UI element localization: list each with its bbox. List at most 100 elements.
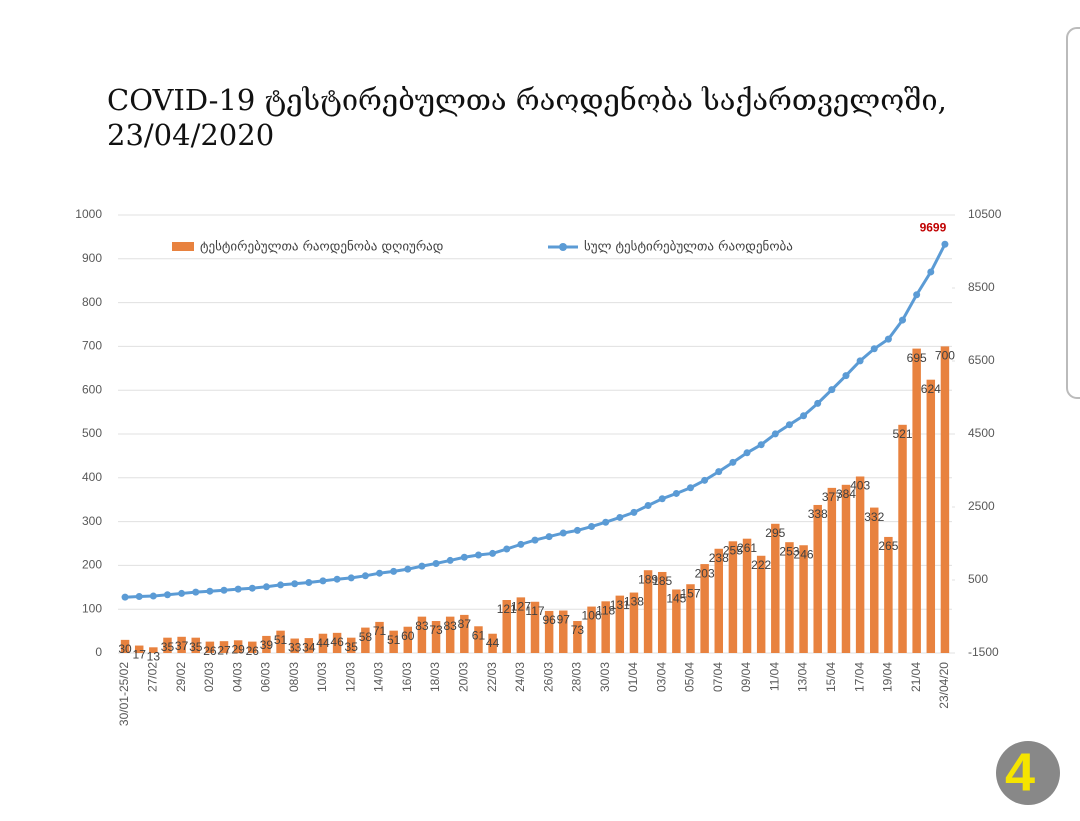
x-tick-label: 05/04 [683,662,697,692]
line-point [361,572,369,580]
data-label: 83 [444,619,458,633]
x-tick-label: 16/03 [400,662,414,692]
bar [516,597,526,653]
data-label: 29 [231,642,245,656]
line-point [163,591,171,599]
data-label: 34 [302,640,316,654]
data-label: 117 [525,604,544,618]
line-point [206,587,214,595]
data-label: 51 [387,633,401,647]
bar [898,424,907,653]
bar [262,635,271,653]
bar [643,570,653,653]
legend-swatch [172,242,194,251]
chart-subtitle: 23/04/2020 [107,118,274,152]
data-label: 253 [779,544,799,558]
legend-label: სულ ტესტირებულთა რაოდენობა [584,240,793,255]
line-point [474,551,482,559]
bar [530,601,540,653]
bar [191,637,200,653]
bar [445,616,455,653]
x-tick-label: 12/03 [343,662,357,692]
x-tick-label: 21/04 [909,662,923,692]
line-point [856,357,864,365]
line-point [588,523,596,531]
data-label: 73 [571,623,585,637]
bar [318,633,328,653]
data-label: 39 [260,638,274,652]
line-point [418,562,426,570]
data-label: 35 [189,640,203,654]
data-label: 96 [542,613,556,627]
line-point [262,583,270,591]
y-tick-label: 0 [95,645,102,659]
bar [431,621,441,653]
bar [332,632,342,653]
bar [346,637,356,653]
x-tick-label: 13/04 [796,662,810,692]
legend-label: ტესტირებულთა რაოდენობა დღიურად [200,240,443,255]
bar [940,346,950,653]
line-point [545,533,553,541]
data-label: 203 [695,566,715,580]
line-point [277,581,285,589]
data-label: 222 [751,558,771,572]
x-tick-label: 06/03 [259,662,273,692]
bar [219,641,229,653]
y-tick-label: 300 [82,514,102,528]
bar [742,538,752,653]
logo: 4 [996,741,1060,805]
data-label: 30 [118,642,132,656]
x-tick-label: 28/03 [570,662,584,692]
x-tick-label: 09/04 [739,662,753,692]
data-label: 700 [935,349,955,363]
bar [304,638,314,653]
x-tick-label: 15/04 [824,662,838,692]
line-point [743,449,751,457]
line-point [517,540,525,548]
line-point [135,593,143,601]
bar [573,621,582,653]
y-tick-label: 200 [82,558,102,572]
line-point [503,545,511,553]
line-point [460,553,468,561]
line-point [305,578,313,586]
bar [629,592,639,653]
line-point [602,518,610,526]
x-tick-label: 08/03 [287,662,301,692]
bar [714,548,724,653]
x-tick-label: 11/04 [767,662,781,691]
bar [163,637,172,653]
line-point [248,584,256,592]
data-label: 403 [850,479,870,493]
data-label: 338 [808,507,828,521]
data-label: 521 [893,427,913,441]
x-tick-label: 18/03 [428,662,442,692]
line-point [899,316,907,324]
bar [813,504,822,653]
legend-swatch [559,243,567,251]
line-point [686,484,694,492]
y2-tick-label: -1500 [968,645,999,659]
y-tick-label: 1000 [75,207,102,221]
bar [700,564,709,653]
y2-tick-label: 2500 [968,499,995,513]
bar [375,621,384,653]
data-label: 384 [836,487,856,501]
bar [771,523,780,653]
line-point [785,421,793,429]
x-tick-label: 30/01-25/02 [117,662,131,726]
line-point [178,589,186,597]
x-tick-label: 14/03 [372,662,386,692]
line-point [573,526,581,534]
line-point [531,536,539,544]
data-label: 26 [203,644,217,658]
line-point [220,586,228,594]
x-tick-label: 27/02 [146,662,160,692]
line-point [616,513,624,521]
bar [389,630,398,653]
side-panel [1066,27,1080,399]
bar [233,640,243,653]
bar [460,614,469,653]
data-label: 695 [907,351,927,365]
